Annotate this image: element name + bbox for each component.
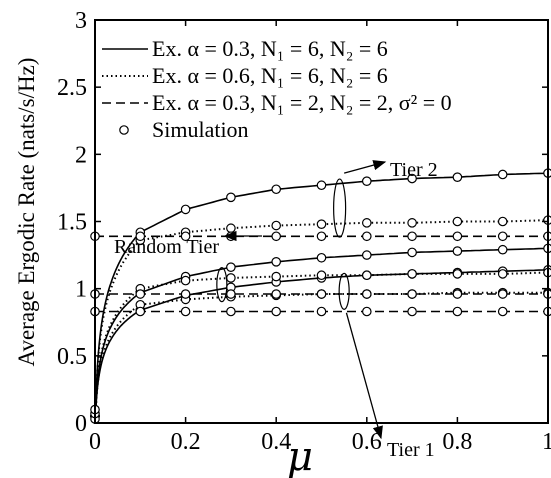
x-tick-label: 0.6 <box>352 429 382 455</box>
simulation-marker <box>361 250 372 260</box>
legend-label: Ex. α = 0.3, N₁ = 6, N₂ = 6 <box>152 36 388 61</box>
simulation-marker <box>407 218 417 228</box>
simulation-marker <box>316 219 327 229</box>
x-axis-label: μ <box>287 434 313 478</box>
simulation-marker <box>180 306 191 317</box>
simulation-marker <box>361 218 372 228</box>
y-tick-label: 0.5 <box>57 344 87 370</box>
simulation-marker <box>407 173 417 184</box>
simulation-marker <box>452 216 463 227</box>
simulation-marker <box>452 172 463 182</box>
simulation-marker <box>361 270 372 281</box>
group-ellipse-tier1 <box>338 272 350 310</box>
markers-layer <box>90 168 551 424</box>
y-tick-label: 2 <box>75 142 87 168</box>
group-ellipse-tier2 <box>333 178 347 238</box>
simulation-marker <box>316 306 327 317</box>
simulation-marker <box>226 262 236 272</box>
simulation-marker <box>271 256 281 267</box>
simulation-marker <box>407 247 417 258</box>
simulation-marker <box>271 231 281 242</box>
simulation-marker <box>407 231 417 242</box>
x-tick-label: 0.4 <box>261 429 291 455</box>
y-tick-label: 2.5 <box>57 75 87 101</box>
simulation-marker <box>497 244 508 255</box>
group-ellipse-random <box>216 267 228 303</box>
simulation-marker <box>271 289 281 299</box>
arrow-tier2 <box>343 160 387 174</box>
simulation-marker <box>226 306 236 317</box>
simulation-marker <box>407 289 417 299</box>
simulation-marker <box>497 306 508 317</box>
annotation-random-tier: Random Tier <box>114 236 219 258</box>
simulation-marker <box>271 306 281 317</box>
legend-label: Ex. α = 0.3, N₁ = 2, N₂ = 2, σ² = 0 <box>152 90 452 115</box>
series-line-dotted-tier2 <box>94 219 549 417</box>
simulation-marker <box>452 306 463 317</box>
x-tick-label: 0 <box>89 429 101 455</box>
y-tick-label: 1 <box>75 277 87 303</box>
simulation-marker <box>180 204 191 215</box>
simulation-marker <box>271 271 281 282</box>
simulation-marker <box>180 289 191 299</box>
simulation-marker <box>452 269 463 279</box>
x-tick-label: 0.8 <box>442 429 472 455</box>
simulation-marker <box>407 269 417 279</box>
annotation-tier2: Tier 2 <box>390 159 438 181</box>
x-tick-label: 0.2 <box>171 429 201 455</box>
simulation-marker <box>497 216 508 227</box>
legend-label: Ex. α = 0.6, N₁ = 6, N₂ = 6 <box>152 63 388 88</box>
simulation-marker <box>316 270 327 281</box>
simulation-marker <box>226 223 236 234</box>
legend-label: Simulation <box>152 117 249 142</box>
legend: Ex. α = 0.3, N₁ = 6, N₂ = 6Ex. α = 0.6, … <box>102 36 452 142</box>
simulation-marker <box>271 220 281 231</box>
simulation-marker <box>316 231 327 242</box>
arrow-tier1 <box>345 312 383 440</box>
simulation-marker <box>452 231 463 242</box>
x-tick-label: 1 <box>542 429 551 455</box>
simulation-marker <box>135 306 146 317</box>
simulation-marker <box>497 169 508 180</box>
simulation-marker <box>316 252 327 263</box>
simulation-marker <box>452 289 463 299</box>
simulation-marker <box>497 289 508 299</box>
simulation-marker <box>497 231 508 242</box>
simulation-marker <box>361 306 372 317</box>
simulation-marker <box>361 176 372 186</box>
annotations: Tier 2 Random Tier Tier 1 <box>114 159 438 461</box>
simulation-marker <box>497 269 508 279</box>
simulation-marker <box>226 289 236 299</box>
simulation-marker <box>452 246 463 256</box>
y-tick-label: 1.5 <box>57 210 87 236</box>
y-tick-label: 0 <box>75 411 87 437</box>
simulation-marker <box>316 289 327 299</box>
simulation-marker <box>271 184 281 195</box>
simulation-marker <box>407 306 417 317</box>
simulation-marker <box>135 231 146 242</box>
simulation-marker <box>361 231 372 242</box>
simulation-marker <box>180 275 191 286</box>
simulation-marker <box>180 231 191 242</box>
legend-marker <box>119 125 129 135</box>
simulation-marker <box>135 289 146 299</box>
simulation-marker <box>316 180 327 191</box>
y-tick-label: 3 <box>75 8 87 34</box>
y-axis-label: Average Ergodic Rate (nats/s/Hz) <box>14 58 39 367</box>
simulation-marker <box>361 289 372 299</box>
simulation-marker <box>226 273 236 283</box>
simulation-marker <box>226 192 236 203</box>
annotation-tier1: Tier 1 <box>387 439 435 461</box>
